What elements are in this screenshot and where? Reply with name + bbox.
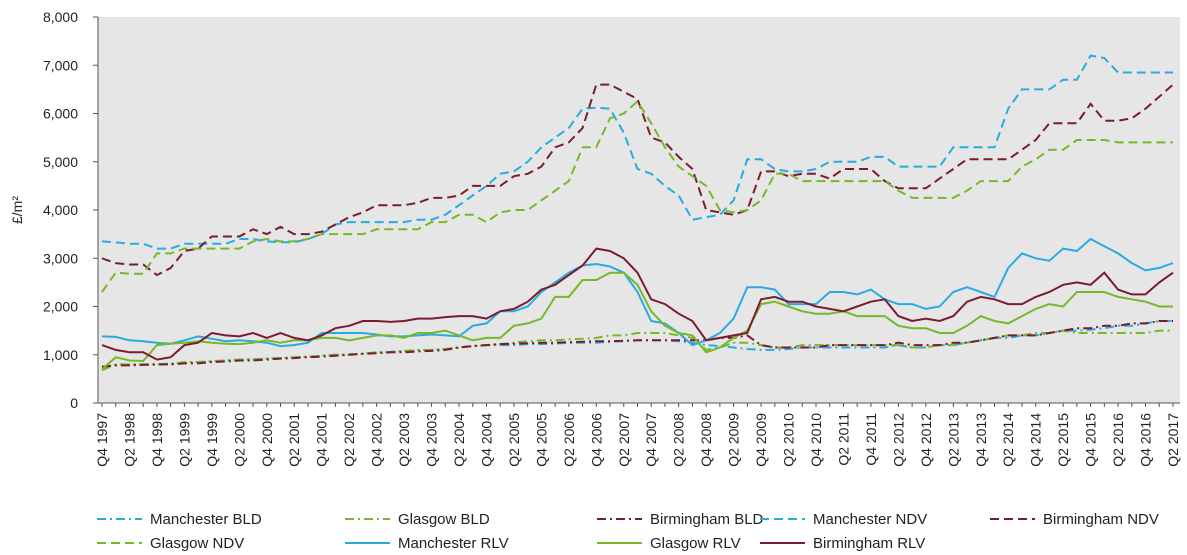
y-tick-label: 8,000 — [43, 9, 78, 25]
x-tick-label: Q4 2013 — [973, 413, 989, 467]
x-tick-label: Q4 2004 — [478, 413, 494, 467]
y-tick-label: 5,000 — [43, 154, 78, 170]
x-tick-label: Q2 2000 — [231, 413, 247, 467]
x-tick-label: Q2 2009 — [726, 413, 742, 467]
x-tick-label: Q2 1999 — [176, 413, 192, 467]
series-line — [101, 271, 1173, 370]
x-tick-label: Q2 2010 — [781, 413, 797, 467]
legend-label: Birmingham NDV — [1043, 511, 1159, 528]
x-tick-label: Q2 2002 — [341, 413, 357, 467]
x-tick-label: Q2 2006 — [561, 413, 577, 467]
legend-label: Manchester NDV — [813, 511, 927, 528]
x-tick-label: Q2 2008 — [671, 413, 687, 467]
series-line — [101, 329, 1173, 372]
y-tick-label: 1,000 — [43, 347, 78, 363]
x-tick-label: Q4 1999 — [204, 413, 220, 467]
x-tick-label: Q2 2015 — [1055, 413, 1071, 467]
x-tick-label: Q2 2005 — [506, 413, 522, 467]
x-tick-label: Q4 2006 — [588, 413, 604, 467]
x-tick-label: Q4 2003 — [424, 413, 440, 467]
x-tick-label: Q4 2009 — [753, 413, 769, 467]
y-tick-label: 4,000 — [43, 202, 78, 218]
x-tick-label: Q4 2012 — [918, 413, 934, 467]
legend-label: Manchester BLD — [150, 511, 262, 528]
x-tick-label: Q2 2001 — [286, 413, 302, 467]
legend-label: Birmingham RLV — [813, 535, 925, 552]
x-tick-label: Q4 2008 — [698, 413, 714, 467]
x-tick-label: Q4 2016 — [1138, 413, 1154, 467]
legend-label: Glasgow NDV — [150, 535, 244, 552]
x-tick-label: Q2 2003 — [396, 413, 412, 467]
series-line — [101, 83, 1174, 277]
x-tick-label: Q2 2017 — [1165, 413, 1181, 467]
plot-area — [98, 17, 1180, 403]
x-tick-label: Q2 2011 — [835, 413, 851, 466]
series-line — [101, 237, 1174, 348]
x-tick-label: Q4 2011 — [863, 413, 879, 466]
x-tick-label: Q4 1997 — [94, 413, 110, 467]
x-tick-label: Q4 2010 — [808, 413, 824, 467]
y-tick-label: 3,000 — [43, 250, 78, 266]
y-axis-label: £/m² — [9, 196, 25, 224]
x-tick-label: Q4 2002 — [369, 413, 385, 467]
series-line — [101, 99, 1173, 293]
x-tick-label: Q4 2001 — [314, 413, 330, 467]
x-tick-label: Q2 1998 — [121, 413, 137, 467]
y-tick-label: 0 — [70, 395, 78, 411]
legend-label: Glasgow RLV — [650, 535, 741, 552]
x-tick-label: Q4 2005 — [533, 413, 549, 467]
x-tick-label: Q4 2007 — [643, 413, 659, 467]
x-tick-label: Q2 2016 — [1110, 413, 1126, 467]
legend-label: Glasgow BLD — [398, 511, 490, 528]
x-tick-label: Q2 2014 — [1000, 413, 1016, 467]
y-tick-label: 6,000 — [43, 106, 78, 122]
x-tick-label: Q2 2007 — [616, 413, 632, 467]
x-tick-label: Q2 2012 — [890, 413, 906, 467]
x-tick-label: Q4 2000 — [259, 413, 275, 467]
x-tick-label: Q4 2015 — [1083, 413, 1099, 467]
x-tick-label: Q2 2004 — [451, 413, 467, 467]
series-line — [101, 54, 1173, 250]
series-line — [101, 247, 1174, 361]
x-tick-label: Q4 2014 — [1028, 413, 1044, 467]
y-tick-label: 7,000 — [43, 57, 78, 73]
legend-label: Manchester RLV — [398, 535, 509, 552]
x-tick-label: Q4 1998 — [149, 413, 165, 467]
legend-label: Birmingham BLD — [650, 511, 764, 528]
series-line — [101, 320, 1173, 368]
y-tick-label: 2,000 — [43, 299, 78, 315]
x-tick-label: Q2 2013 — [945, 413, 961, 467]
